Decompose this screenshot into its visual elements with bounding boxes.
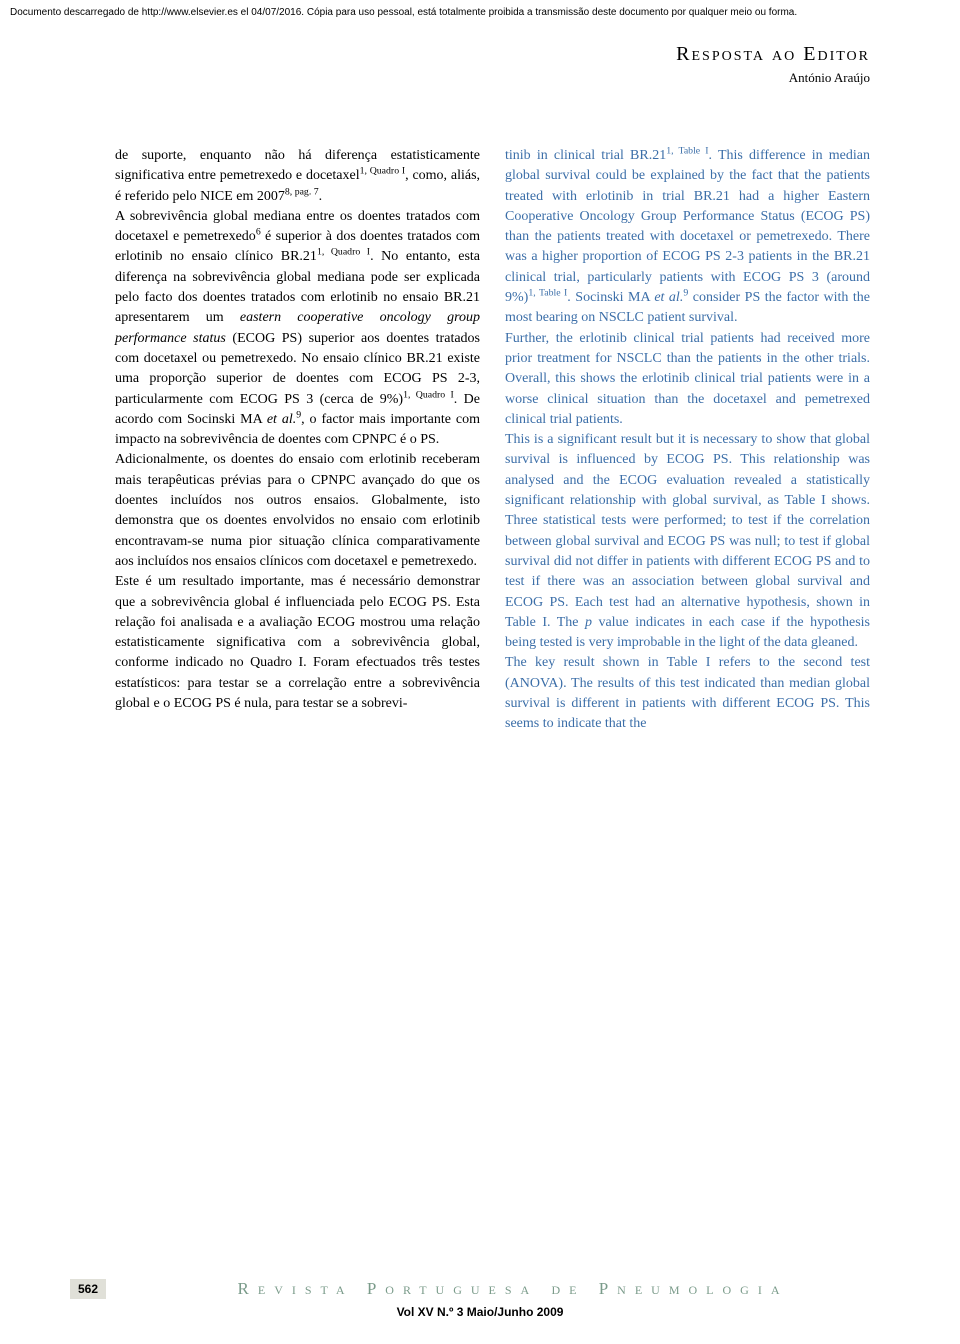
download-notice: Documento descarregado de http://www.els… [0, 0, 960, 23]
author-name: António Araújo [0, 70, 870, 86]
para-l4: Este é um resultado importante, mas é ne… [115, 572, 480, 714]
right-column: tinib in clinical trial BR.211, Table I.… [505, 146, 870, 735]
page-number: 562 [70, 1279, 106, 1299]
para-r3: This is a significant result but it is n… [505, 430, 870, 653]
para-r4: The key result shown in Table I refers t… [505, 653, 870, 734]
page-footer: 562 Revista Portuguesa de Pneumologia Vo… [0, 1279, 960, 1319]
para-r1: tinib in clinical trial BR.211, Table I.… [505, 146, 870, 329]
para-l2: A sobrevivência global mediana entre os … [115, 207, 480, 451]
para-l1: de suporte, enquanto não há diferença es… [115, 146, 480, 207]
two-column-body: de suporte, enquanto não há diferença es… [0, 146, 960, 735]
issue-info: Vol XV N.º 3 Maio/Junho 2009 [0, 1305, 960, 1319]
para-l3: Adicionalmente, os doentes do ensaio com… [115, 450, 480, 572]
left-column: de suporte, enquanto não há diferença es… [115, 146, 480, 735]
footer-bar: 562 Revista Portuguesa de Pneumologia [0, 1279, 960, 1299]
para-r2: Further, the erlotinib clinical trial pa… [505, 329, 870, 430]
section-title: Resposta ao Editor [0, 43, 870, 66]
section-header: Resposta ao Editor António Araújo [0, 23, 960, 146]
journal-name: Revista Portuguesa de Pneumologia [126, 1279, 900, 1299]
